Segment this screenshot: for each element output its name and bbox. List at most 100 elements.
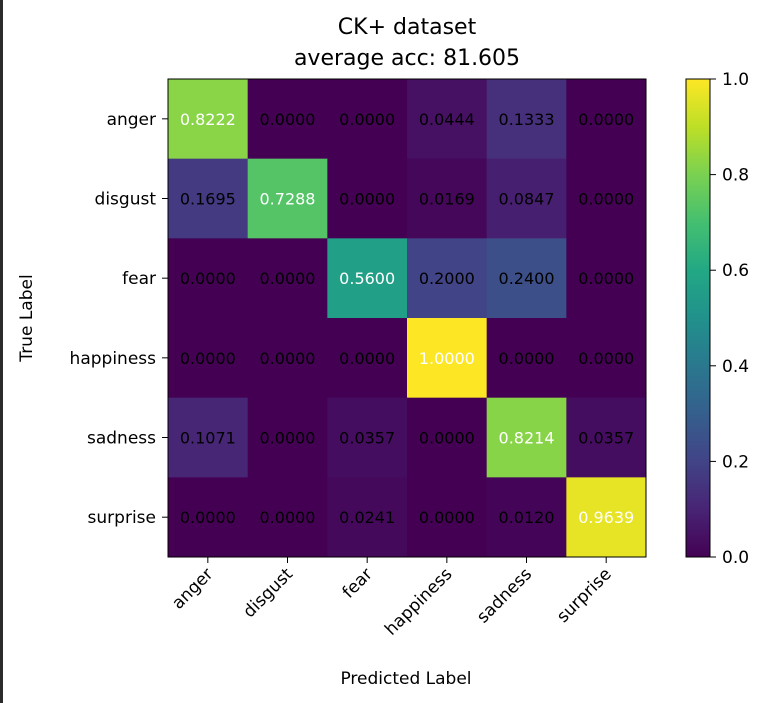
colorbar-tick-label: 0.0 [722,548,749,568]
heatmap-cell [407,477,488,558]
heatmap-cell [486,238,567,319]
y-tick-label: sadness [87,429,156,449]
heatmap-cell [566,318,647,399]
colorbar-tick-label: 0.4 [722,357,749,377]
heatmap-cell [247,79,328,160]
cell-value-label: 0.9639 [578,508,634,527]
cell-value-label: 0.0000 [260,429,316,448]
heatmap-cell [168,397,249,478]
colorbar-tick-label: 1.0 [722,70,749,90]
x-tick-label: disgust [239,564,297,622]
heatmap-cell [168,477,249,558]
heatmap-cell [327,79,408,160]
heatmap-cell [407,79,488,160]
colorbar [685,78,711,558]
cell-value-label: 0.1695 [180,190,236,209]
heatmap-cell [247,477,328,558]
heatmap-cell [168,79,249,160]
colorbar-ticks: 0.0 0.2 0.4 0.6 0.8 1.0 [710,70,749,568]
heatmap-cell [566,397,647,478]
cell-value-label: 0.0000 [578,190,634,209]
y-tick-label: surprise [88,508,156,528]
plot-frame [167,78,647,558]
cell-value-label: 0.0357 [339,429,395,448]
heatmap-cell [486,397,567,478]
cell-value-label: 0.0000 [260,110,316,129]
heatmap-cell [407,158,488,239]
x-axis-ticks: anger disgust fear happiness sadness surprise [168,557,616,640]
cell-value-label: 0.0000 [180,349,236,368]
y-tick-label: disgust [95,190,157,210]
x-tick-label: sadness [473,564,536,627]
cell-value-label: 0.0000 [339,190,395,209]
heatmap-cells [168,79,647,558]
heatmap-cell-labels: 0.8222 0.0000 0.0000 0.0444 0.1333 0.0000 0.16… [180,110,634,527]
y-axis-label: True Label [17,274,37,362]
x-tick-label: anger [168,564,217,613]
colorbar-tick-label: 0.2 [722,452,749,472]
colorbar-tick-label: 0.6 [722,261,749,281]
heatmap-cell [168,238,249,319]
cell-value-label: 0.0000 [419,429,475,448]
heatmap-cell [168,318,249,399]
cell-value-label: 0.7288 [260,190,316,209]
cell-value-label: 0.5600 [339,269,395,288]
heatmap-cell [486,477,567,558]
colorbar-tick-label: 0.8 [722,166,749,186]
cell-value-label: 0.0120 [499,508,555,527]
cell-value-label: 0.0000 [419,508,475,527]
heatmap-cell [327,318,408,399]
heatmap-cell [566,158,647,239]
cell-value-label: 0.0000 [578,110,634,129]
cell-value-label: 0.0444 [419,110,475,129]
cell-value-label: 0.0000 [180,269,236,288]
cell-value-label: 0.0000 [339,349,395,368]
heatmap-cell [407,397,488,478]
cell-value-label: 0.2000 [419,269,475,288]
cell-value-label: 0.0000 [260,508,316,527]
heatmap-cell [247,318,328,399]
cell-value-label: 0.0000 [180,508,236,527]
x-tick-label: fear [339,564,377,602]
cell-value-label: 0.0169 [419,190,475,209]
heatmap-cell [566,477,647,558]
cell-value-label: 0.0000 [578,269,634,288]
chart-title-line1: CK+ dataset [338,15,477,40]
y-axis-ticks: anger disgust fear happiness sadness surprise [70,110,168,528]
cell-value-label: 1.0000 [419,349,475,368]
heatmap-cell [407,238,488,319]
y-tick-label: anger [107,110,156,130]
cell-value-label: 0.0241 [339,508,395,527]
y-tick-label: fear [122,269,156,289]
heatmap-cell [168,158,249,239]
cell-value-label: 0.8214 [499,429,555,448]
heatmap-cell [566,79,647,160]
cell-value-label: 0.2400 [499,269,555,288]
x-axis-label: Predicted Label [340,669,471,689]
heatmap-cell [327,397,408,478]
cell-value-label: 0.1333 [499,110,555,129]
cell-value-label: 0.0357 [578,429,634,448]
cell-value-label: 0.8222 [180,110,236,129]
cell-value-label: 0.0000 [260,269,316,288]
heatmap-cell [486,79,567,160]
heatmap-cell [247,238,328,319]
cell-value-label: 0.0000 [578,349,634,368]
heatmap-cell [486,158,567,239]
cell-value-label: 0.0000 [260,349,316,368]
cell-value-label: 0.0847 [499,190,555,209]
y-tick-label: happiness [70,349,157,369]
x-tick-label: surprise [553,564,616,627]
x-tick-label: happiness [381,564,456,639]
heatmap-cell [327,158,408,239]
chart-title-line2: average acc: 81.605 [294,46,520,71]
heatmap-cell [566,238,647,319]
heatmap-cell [327,477,408,558]
cell-value-label: 0.0000 [339,110,395,129]
heatmap-cell [247,158,328,239]
heatmap-cell [486,318,567,399]
cell-value-label: 0.0000 [499,349,555,368]
heatmap-cell [407,318,488,399]
